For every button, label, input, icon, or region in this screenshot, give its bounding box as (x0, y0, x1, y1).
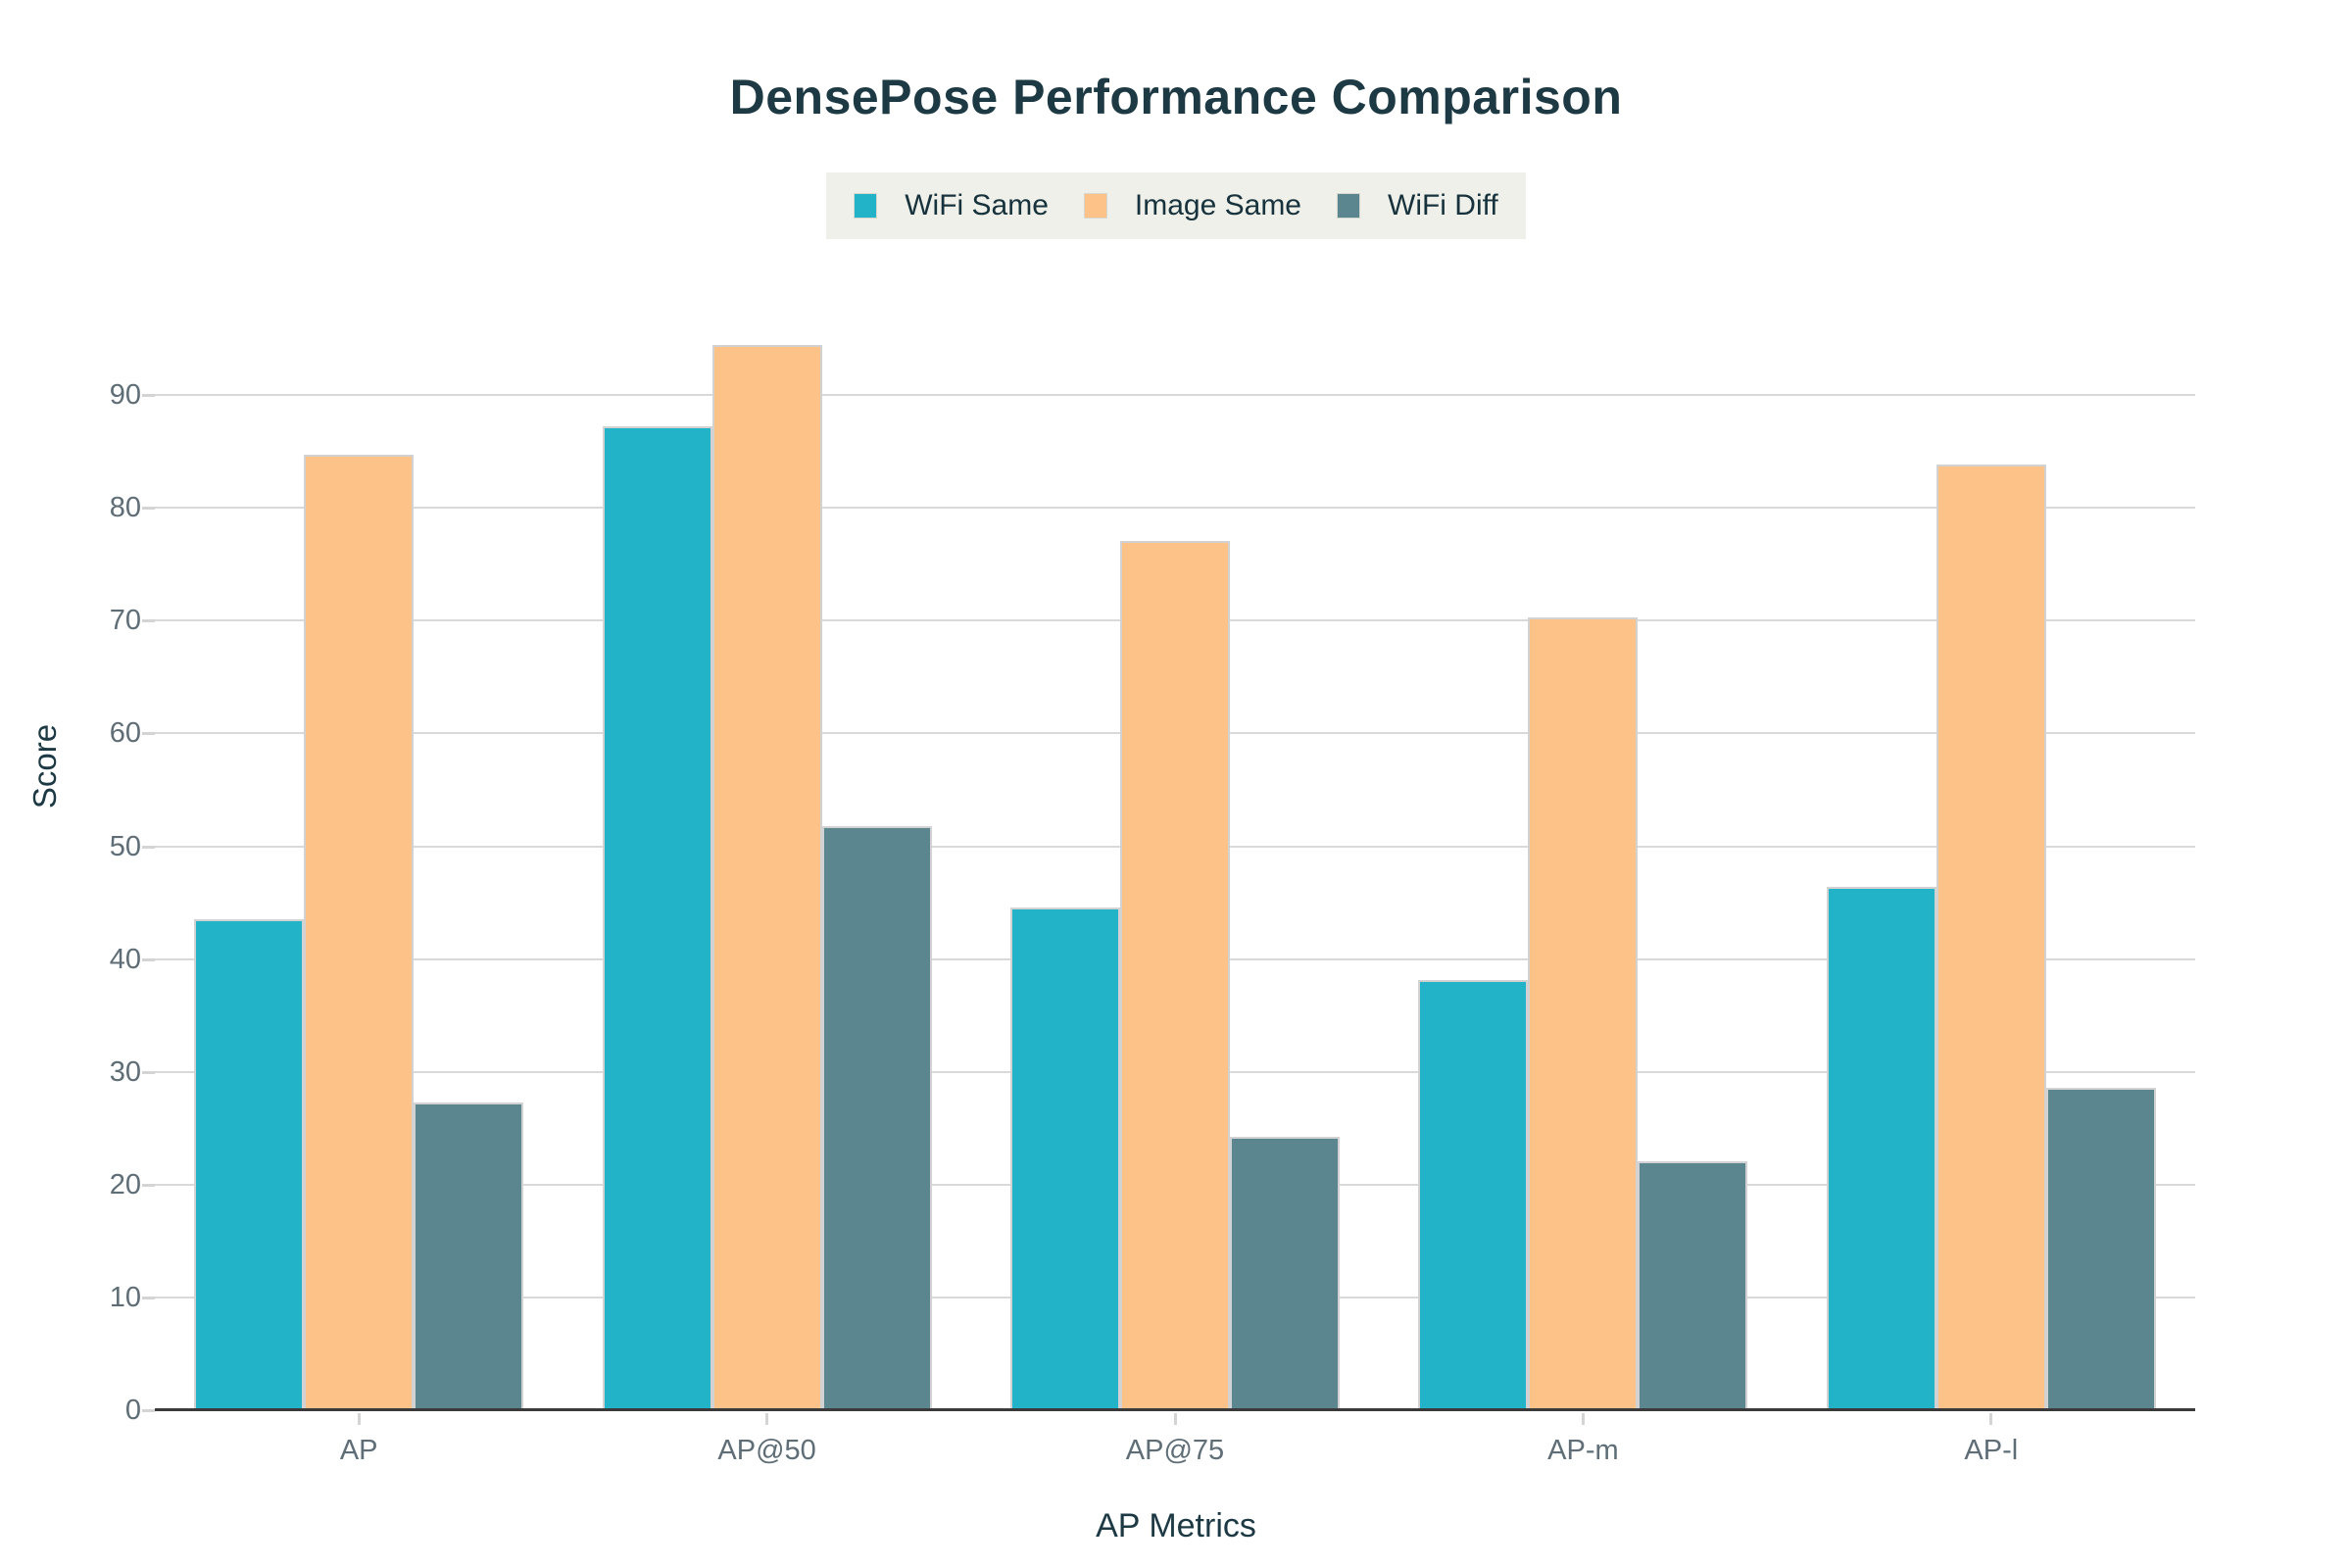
y-tick-label-60: 60 (109, 717, 141, 750)
bar-wifi-diff-ap-50 (821, 825, 932, 1410)
bar-wifi-same-ap-m (1418, 980, 1529, 1410)
y-tick-mark-10 (142, 1296, 155, 1299)
plot-area (155, 332, 2195, 1411)
y-tick-mark-50 (142, 845, 155, 849)
y-tick-mark-20 (142, 1183, 155, 1187)
y-tick-label-90: 90 (109, 379, 141, 412)
bar-wifi-same-ap-50 (602, 426, 712, 1410)
x-tick-label-ap: AP (339, 1435, 378, 1466)
gridline-y-80 (155, 507, 2195, 510)
bar-image-same-ap-m (1528, 616, 1639, 1410)
bar-wifi-diff-ap-75 (1230, 1137, 1340, 1410)
y-tick-mark-30 (142, 1070, 155, 1074)
legend-box: WiFi Same Image Same WiFi Diff (826, 172, 1526, 239)
x-tick-mark-ap-75 (1173, 1413, 1177, 1425)
chart-title: DensePose Performance Comparison (729, 70, 1623, 124)
legend-swatch-image-same (1083, 193, 1107, 219)
x-tick-label-ap-50: AP@50 (717, 1435, 816, 1466)
y-tick-label-10: 10 (109, 1281, 141, 1313)
y-tick-mark-80 (142, 507, 155, 511)
legend-label-image-same: Image Same (1134, 189, 1301, 221)
legend-swatch-wifi-same (854, 193, 878, 219)
legend-label-wifi-diff: WiFi Diff (1388, 189, 1498, 221)
bar-wifi-same-ap-75 (1010, 906, 1120, 1410)
legend: WiFi Same Image Same WiFi Diff (0, 172, 2352, 239)
x-tick-mark-ap (357, 1413, 361, 1425)
legend-item-wifi-same: WiFi Same (854, 189, 1049, 222)
y-tick-label-80: 80 (109, 492, 141, 524)
y-tick-mark-40 (142, 957, 155, 961)
x-tick-mark-ap-50 (765, 1413, 769, 1425)
bar-wifi-same-ap (194, 919, 305, 1410)
bar-image-same-ap-50 (711, 345, 822, 1410)
x-tick-label-ap-l: AP-l (1964, 1435, 2019, 1466)
y-tick-mark-60 (142, 732, 155, 736)
x-tick-label-ap-m: AP-m (1547, 1435, 1619, 1466)
y-tick-label-20: 20 (109, 1168, 141, 1200)
x-tick-mark-ap-m (1581, 1413, 1585, 1425)
legend-swatch-wifi-diff (1337, 193, 1360, 219)
x-tick-mark-ap-l (1989, 1413, 1993, 1425)
bar-image-same-ap-75 (1120, 540, 1230, 1410)
x-axis-line (155, 1408, 2195, 1411)
x-axis-title: AP Metrics (1096, 1507, 1256, 1544)
y-tick-mark-0 (142, 1409, 155, 1412)
y-tick-label-50: 50 (109, 830, 141, 862)
bar-wifi-diff-ap (414, 1102, 524, 1410)
bar-wifi-same-ap-l (1826, 886, 1936, 1410)
legend-item-image-same: Image Same (1083, 189, 1301, 222)
y-tick-mark-90 (142, 394, 155, 398)
y-tick-label-70: 70 (109, 605, 141, 637)
legend-label-wifi-same: WiFi Same (905, 189, 1049, 221)
bar-wifi-diff-ap-m (1638, 1160, 1748, 1410)
bar-wifi-diff-ap-l (2045, 1087, 2156, 1410)
legend-item-wifi-diff: WiFi Diff (1337, 189, 1498, 222)
y-tick-label-30: 30 (109, 1055, 141, 1088)
y-tick-label-40: 40 (109, 943, 141, 975)
bar-image-same-ap-l (1936, 465, 2046, 1410)
y-tick-mark-70 (142, 619, 155, 623)
bar-image-same-ap (304, 455, 415, 1410)
gridline-y-90 (155, 394, 2195, 397)
x-tick-label-ap-75: AP@75 (1125, 1435, 1225, 1466)
y-tick-label-0: 0 (124, 1395, 141, 1426)
